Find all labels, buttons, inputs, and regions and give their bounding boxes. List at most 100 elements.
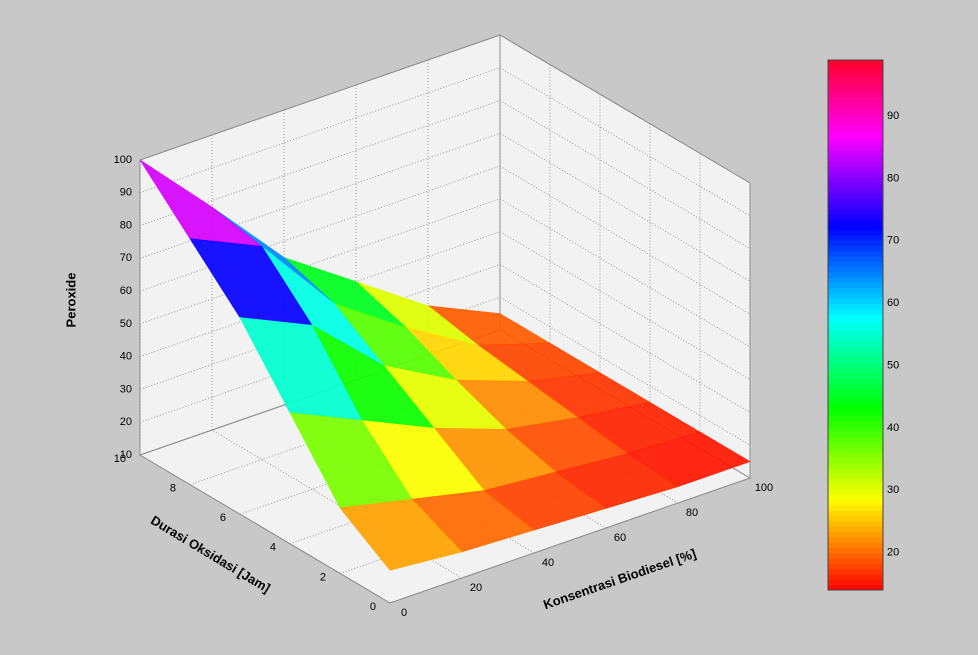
y-tick-label: 10	[114, 453, 126, 465]
colorbar-swatch	[828, 500, 883, 506]
colorbar-swatch	[828, 399, 883, 405]
y-axis-label: Durasi Oksidasi [Jam]	[148, 512, 273, 595]
colorbar-swatch	[828, 171, 883, 177]
tick-mark	[285, 544, 290, 546]
colorbar-swatch	[828, 129, 883, 135]
colorbar-swatch	[828, 569, 883, 575]
colorbar-swatch	[828, 314, 883, 320]
colorbar-swatch	[828, 150, 883, 156]
colorbar-swatch	[828, 362, 883, 368]
colorbar-swatch	[828, 373, 883, 379]
x-tick-label: 60	[614, 532, 626, 544]
colorbar-swatch	[828, 489, 883, 495]
colorbar-swatch	[828, 267, 883, 273]
colorbar-swatch	[828, 564, 883, 570]
colorbar-swatch	[828, 193, 883, 199]
colorbar-swatch	[828, 251, 883, 257]
colorbar-swatch	[828, 92, 883, 98]
chart: Peroxide Durasi Oksidasi [Jam] Konsentra…	[0, 0, 978, 655]
z-tick-label: 30	[120, 383, 132, 395]
colorbar-swatch	[828, 458, 883, 464]
tick-mark	[335, 573, 340, 575]
colorbar-swatch	[828, 436, 883, 442]
colorbar-swatch	[828, 526, 883, 532]
colorbar-swatch	[828, 283, 883, 289]
y-tick-label: 6	[220, 512, 226, 524]
colorbar-tick-label: 80	[887, 172, 899, 184]
z-axis-label: Peroxide	[63, 273, 78, 328]
colorbar-swatch	[828, 389, 883, 395]
colorbar-swatch	[828, 198, 883, 204]
colorbar-swatch	[828, 574, 883, 580]
y-tick-label: 0	[370, 601, 376, 613]
colorbar-swatch	[828, 394, 883, 400]
colorbar-swatch	[828, 214, 883, 220]
colorbar-swatch	[828, 161, 883, 167]
colorbar-swatch	[828, 97, 883, 103]
colorbar-swatch	[828, 166, 883, 172]
colorbar-swatch	[828, 415, 883, 421]
colorbar-tick-label: 30	[887, 484, 899, 496]
colorbar-swatch	[828, 309, 883, 315]
colorbar-swatch	[828, 579, 883, 585]
colorbar-swatch	[828, 442, 883, 448]
colorbar-swatch	[828, 352, 883, 358]
colorbar-swatch	[828, 76, 883, 82]
tick-mark	[235, 514, 240, 516]
tick-mark	[135, 455, 140, 457]
x-axis-label: Konsentrasi Biodiesel [%]	[541, 546, 698, 612]
colorbar-swatch	[828, 495, 883, 501]
x-tick-label: 0	[401, 607, 407, 619]
colorbar-swatch	[828, 230, 883, 236]
colorbar-swatch	[828, 378, 883, 384]
colorbar-swatch	[828, 203, 883, 209]
colorbar-swatch	[828, 145, 883, 151]
z-tick-label: 50	[120, 318, 132, 330]
colorbar-swatch	[828, 553, 883, 559]
colorbar-swatch	[828, 431, 883, 437]
z-tick-label: 100	[114, 154, 132, 166]
colorbar-swatch	[828, 505, 883, 511]
colorbar-swatch	[828, 124, 883, 130]
colorbar-swatch	[828, 410, 883, 416]
colorbar-swatch	[828, 261, 883, 267]
colorbar-swatch	[828, 558, 883, 564]
colorbar-swatch	[828, 87, 883, 93]
colorbar-swatch	[828, 71, 883, 77]
colorbar-swatch	[828, 479, 883, 485]
tick-mark	[390, 603, 394, 607]
colorbar-swatch	[828, 405, 883, 411]
tick-mark	[678, 503, 682, 507]
colorbar-swatch	[828, 383, 883, 389]
y-tick-label: 4	[270, 542, 276, 554]
z-tick-label: 40	[120, 351, 132, 363]
colorbar-swatch	[828, 208, 883, 214]
colorbar-swatch	[828, 155, 883, 161]
colorbar-tick-label: 60	[887, 297, 899, 309]
tick-mark	[185, 485, 190, 487]
colorbar-swatch	[828, 224, 883, 230]
colorbar-tick-label: 70	[887, 235, 899, 247]
colorbar-tick-label: 40	[887, 422, 899, 434]
colorbar-tick-label: 90	[887, 110, 899, 122]
colorbar-swatch	[828, 182, 883, 188]
x-tick-label: 100	[755, 482, 773, 494]
colorbar-swatch	[828, 304, 883, 310]
z-tick-label: 80	[120, 219, 132, 231]
colorbar-swatch	[828, 367, 883, 373]
colorbar-swatch	[828, 293, 883, 299]
colorbar-swatch	[828, 140, 883, 146]
z-tick-label: 20	[120, 416, 132, 428]
colorbar-swatch	[828, 134, 883, 140]
colorbar-swatch	[828, 235, 883, 241]
colorbar-swatch	[828, 426, 883, 432]
z-tick-label: 90	[120, 187, 132, 199]
tick-mark	[385, 603, 390, 605]
colorbar-swatch	[828, 277, 883, 283]
colorbar-swatch	[828, 468, 883, 474]
colorbar-swatch	[828, 325, 883, 331]
colorbar-swatch	[828, 336, 883, 342]
colorbar-swatch	[828, 511, 883, 517]
colorbar-swatch	[828, 177, 883, 183]
colorbar-swatch	[828, 537, 883, 543]
